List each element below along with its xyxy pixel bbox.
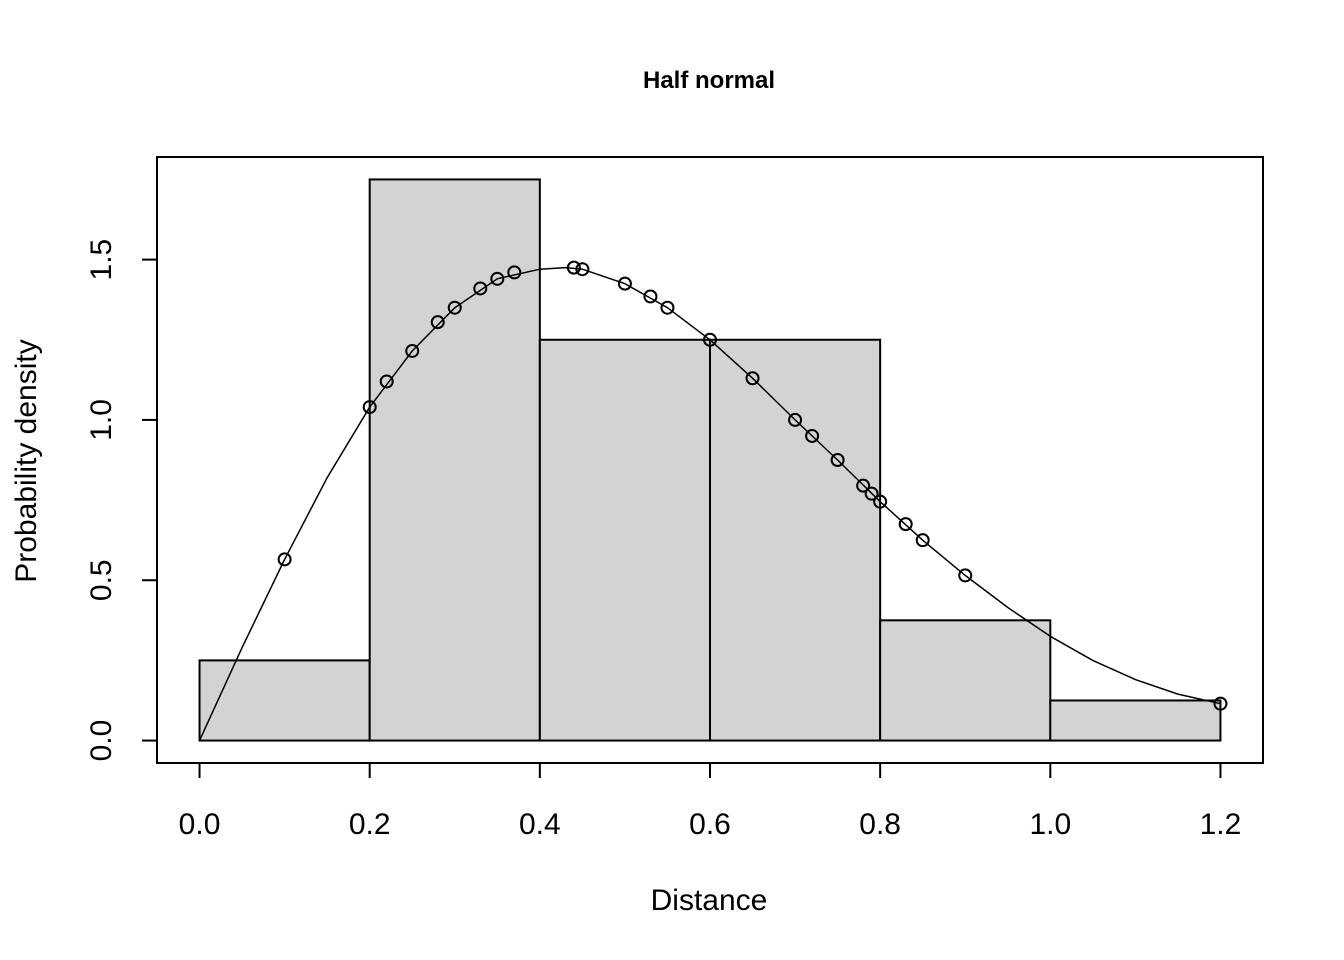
y-tick-label: 1.5 [85, 239, 118, 281]
data-point [643, 289, 658, 304]
data-point [473, 281, 488, 296]
y-tick-label: 1.0 [85, 399, 118, 441]
data-point [566, 260, 581, 275]
data-point [703, 332, 717, 347]
points-layer [277, 260, 1228, 711]
data-point [898, 517, 913, 532]
y-axis-label: Probability density [10, 339, 43, 582]
x-tick-label: 0.0 [179, 808, 221, 841]
histogram-bar-4 [879, 619, 1052, 742]
data-point [958, 568, 973, 583]
data-point [507, 265, 522, 280]
x-tick-label: 1.2 [1200, 808, 1242, 841]
histogram-bar-2 [538, 338, 711, 742]
histogram-bar-3 [709, 338, 882, 742]
x-tick-label: 0.4 [519, 808, 561, 841]
data-point [856, 478, 871, 493]
data-point [362, 400, 377, 415]
histogram-bars [198, 178, 1222, 742]
y-tick-label: 0.0 [85, 720, 118, 762]
histogram-bar-1 [368, 178, 541, 742]
data-point [379, 374, 394, 389]
x-tick-label: 0.6 [689, 808, 731, 841]
x-tick-label: 0.8 [859, 808, 901, 841]
data-point [405, 343, 420, 358]
x-axis-label: Distance [651, 884, 768, 917]
data-point [805, 428, 820, 443]
y-tick-label: 0.5 [85, 559, 118, 601]
fitted-curve [198, 266, 1221, 741]
data-point [617, 276, 632, 291]
data-point [575, 262, 590, 277]
histogram-bar-0 [198, 659, 371, 742]
data-point [915, 533, 930, 548]
data-point [660, 300, 675, 315]
data-point [447, 300, 462, 315]
data-point [864, 486, 879, 501]
chart-title: Half normal [643, 67, 775, 94]
y-axis: 0.0 0.5 1.0 1.5 [85, 239, 158, 762]
data-point [1213, 696, 1228, 711]
data-point [745, 371, 760, 386]
histogram-bar-5 [1049, 699, 1222, 742]
curve-layer [198, 266, 1221, 741]
x-tick-label: 0.2 [349, 808, 391, 841]
data-point [830, 453, 845, 467]
data-point [277, 552, 292, 567]
data-point [788, 412, 803, 427]
x-tick-label: 1.0 [1029, 808, 1071, 841]
data-point [873, 494, 888, 509]
x-axis: 0.0 0.2 0.4 0.6 0.8 1.0 1.2 [179, 762, 1242, 841]
data-point [430, 315, 445, 330]
data-point [490, 271, 505, 286]
